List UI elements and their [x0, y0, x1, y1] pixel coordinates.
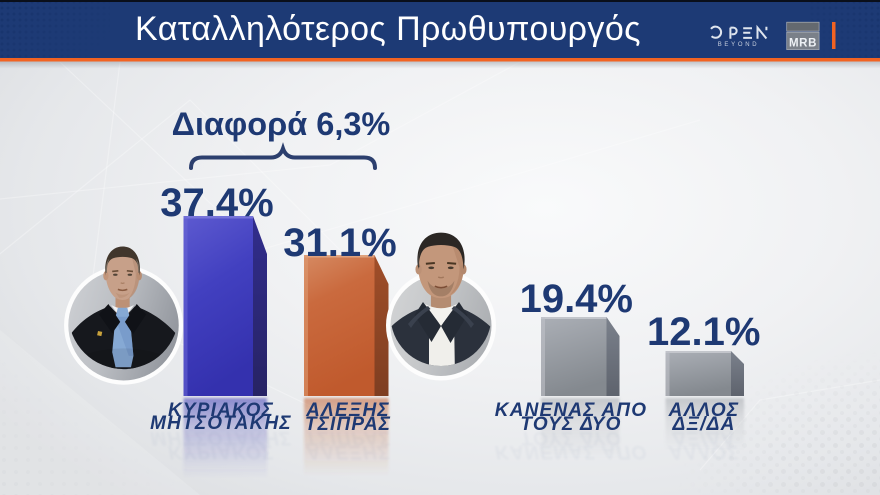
svg-text:BEYOND: BEYOND [718, 42, 760, 48]
svg-text:MRB: MRB [789, 37, 817, 49]
